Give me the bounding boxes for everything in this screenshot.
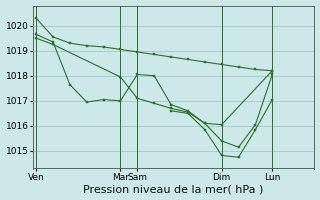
- X-axis label: Pression niveau de la mer( hPa ): Pression niveau de la mer( hPa ): [84, 184, 264, 194]
